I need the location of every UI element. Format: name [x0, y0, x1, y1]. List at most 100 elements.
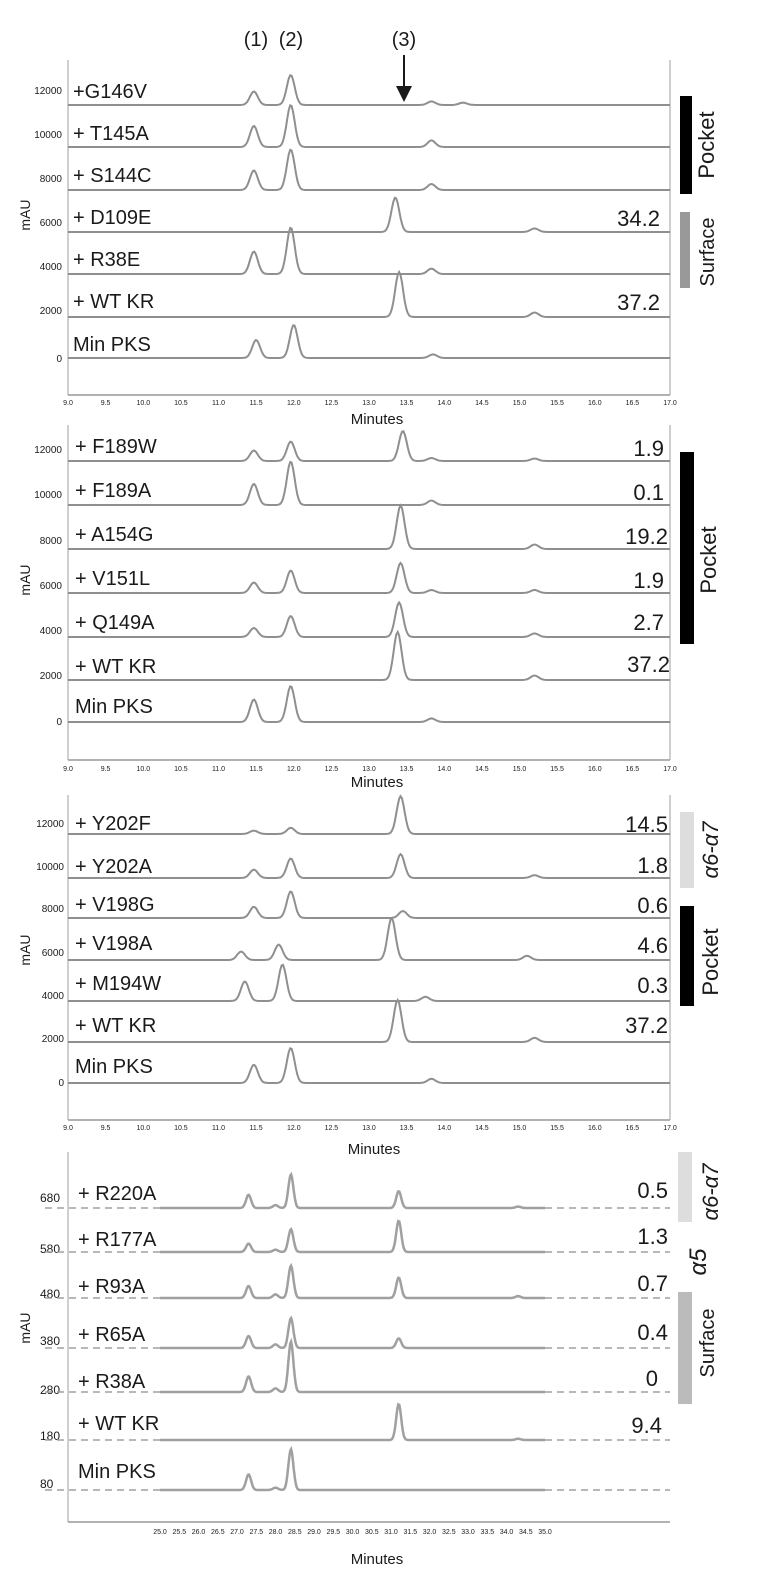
panel-4-x-ticks: 25.0 25.5 26.0 26.5 27.0 27.5 28.0 28.5 29.0 29.5…	[153, 1529, 552, 1536]
trace-1	[68, 794, 670, 835]
bracket-label: α5	[685, 1248, 712, 1276]
x-tick-label: 10.5	[174, 1125, 188, 1132]
trace-2	[68, 852, 670, 879]
y-tick-label: 12000	[34, 86, 62, 97]
panel-3-x-ticks: 9.0 9.5 10.0 10.5 11.0 11.5 12.0 12.5 13.0 13.5 14…	[63, 1125, 677, 1132]
series-label: Min PKS	[75, 696, 153, 718]
panel-2: mAU Minutes 12000 10000 8000 6000 4000 2…	[17, 425, 721, 791]
x-tick-label: 12.0	[287, 1125, 301, 1132]
panel-3-values: 14.5 1.8 0.6 4.6 0.3 37.2	[625, 812, 668, 1038]
x-tick-label: 13.0	[362, 766, 376, 773]
y-tick-label: 80	[40, 1477, 54, 1491]
trace-3	[68, 148, 670, 191]
panel-1-y-ticks: 12000 10000 8000 6000 4000 2000 0	[34, 86, 62, 365]
panel-1-x-label: Minutes	[351, 411, 404, 428]
x-tick-label: 31.5	[403, 1529, 417, 1536]
x-tick-label: 29.5	[326, 1529, 340, 1536]
x-tick-label: 17.0	[663, 400, 677, 407]
panel-1-x-ticks: 9.0 9.5 10.0 10.5 11.0 11.5 12.0 12.5 13.0 13.5 14…	[63, 400, 677, 407]
panel-1: mAU Minutes 12000 10000 8000 6000 4000 2…	[17, 60, 719, 428]
x-tick-label: 12.0	[287, 400, 301, 407]
panel-1-traces	[68, 74, 670, 359]
y-tick-label: 8000	[42, 904, 65, 915]
x-tick-label: 10.0	[136, 1125, 150, 1132]
y-tick-label: 8000	[40, 536, 63, 547]
x-tick-label: 14.0	[437, 1125, 451, 1132]
y-tick-label: 10000	[34, 130, 62, 141]
series-label: Min PKS	[78, 1461, 156, 1483]
trace-4	[160, 1315, 545, 1350]
series-label: + V198A	[75, 933, 153, 955]
x-tick-label: 15.5	[550, 766, 564, 773]
x-tick-label: 9.5	[101, 766, 111, 773]
series-label: + A154G	[75, 524, 153, 546]
trace-5	[68, 226, 670, 275]
y-tick-label: 0	[58, 1078, 64, 1089]
x-tick-label: 12.5	[325, 766, 339, 773]
x-tick-label: 15.5	[550, 1125, 564, 1132]
x-tick-label: 11.5	[250, 766, 263, 773]
x-tick-label: 11.0	[212, 1125, 225, 1132]
y-tick-label: 480	[40, 1287, 60, 1301]
peak-label-1: (1)	[244, 29, 268, 51]
x-tick-label: 27.0	[230, 1529, 244, 1536]
bracket-label: Pocket	[696, 526, 721, 593]
x-tick-label: 16.0	[588, 1125, 602, 1132]
x-tick-label: 34.5	[519, 1529, 533, 1536]
x-tick-label: 10.0	[136, 766, 150, 773]
y-tick-label: 10000	[34, 490, 62, 501]
yield-value: 19.2	[625, 524, 668, 549]
peak-annotations: (1) (2) (3)	[244, 29, 416, 102]
y-tick-label: 180	[40, 1429, 60, 1443]
x-tick-label: 12.5	[325, 400, 339, 407]
series-label: + WT KR	[73, 291, 154, 313]
y-tick-label: 2000	[42, 1034, 65, 1045]
yield-value: 37.2	[625, 1013, 668, 1038]
trace-7	[68, 324, 670, 359]
panel-2-y-ticks: 12000 10000 8000 6000 4000 2000 0	[34, 445, 62, 728]
panel-1-y-label: mAU	[17, 199, 33, 230]
panel-1-values: 34.2 37.2	[617, 206, 660, 315]
series-label: + R177A	[78, 1229, 157, 1251]
series-label: + Y202F	[75, 813, 151, 835]
x-tick-label: 12.0	[287, 766, 301, 773]
yield-value: 1.9	[633, 568, 664, 593]
peak-3-arrowhead	[396, 86, 412, 102]
bracket-label: Pocket	[694, 111, 719, 178]
series-label: + D109E	[73, 207, 151, 229]
x-tick-label: 32.5	[442, 1529, 456, 1536]
series-label: + R38A	[78, 1371, 146, 1393]
trace-7	[68, 1047, 670, 1084]
x-tick-label: 35.0	[538, 1529, 552, 1536]
panel-3-y-ticks: 12000 10000 8000 6000 4000 2000 0	[36, 819, 64, 1089]
x-tick-label: 14.5	[475, 766, 489, 773]
yield-value: 9.4	[631, 1413, 662, 1438]
y-tick-label: 680	[40, 1191, 60, 1205]
x-tick-label: 13.0	[362, 1125, 376, 1132]
x-tick-label: 15.0	[513, 400, 527, 407]
bracket-label: Surface	[697, 1309, 719, 1378]
trace-1	[160, 1171, 545, 1210]
x-tick-label: 16.5	[626, 1125, 640, 1132]
x-tick-label: 11.5	[250, 400, 263, 407]
bracket-bar	[678, 1292, 692, 1404]
trace-6	[68, 997, 670, 1043]
y-tick-label: 4000	[40, 262, 63, 273]
y-tick-label: 12000	[36, 819, 64, 830]
trace-4	[68, 196, 670, 233]
x-tick-label: 28.0	[269, 1529, 283, 1536]
panel-2-x-label: Minutes	[351, 774, 404, 791]
panel-2-series-labels: + F189W + F189A + A154G + V151L + Q149A …	[75, 436, 157, 718]
yield-value: 14.5	[625, 812, 668, 837]
yield-value: 34.2	[617, 206, 660, 231]
x-tick-label: 16.0	[588, 400, 602, 407]
panel-2-values: 1.9 0.1 19.2 1.9 2.7 37.2	[625, 436, 670, 677]
series-label: + T145A	[73, 123, 149, 145]
x-tick-label: 15.0	[513, 1125, 527, 1132]
trace-6	[160, 1402, 545, 1442]
series-label: + F189W	[75, 436, 157, 458]
y-tick-label: 6000	[40, 581, 63, 592]
bracket-bar	[680, 212, 690, 288]
yield-value: 0.7	[637, 1271, 668, 1296]
